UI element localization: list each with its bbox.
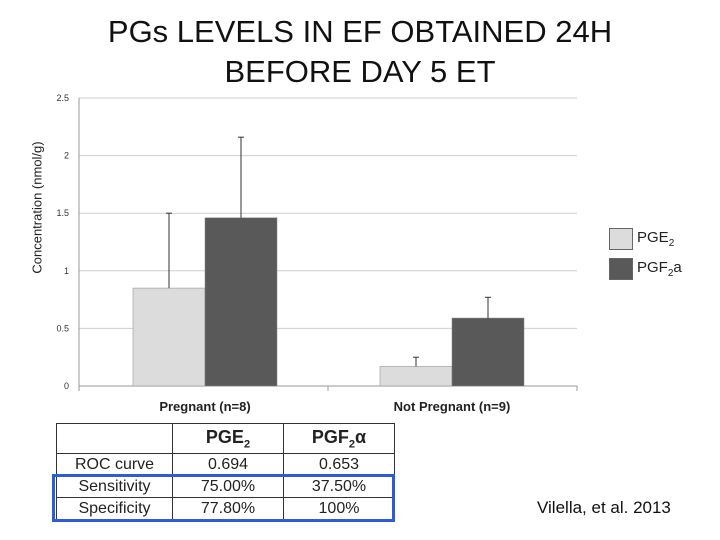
row-label: ROC curve: [56, 453, 173, 476]
table-header-empty: [56, 423, 173, 454]
bar-pge2: [132, 287, 206, 387]
citation: Vilella, et al. 2013: [537, 498, 671, 517]
legend-item-pge2: PGE2: [609, 227, 682, 251]
bar-chart: 0 0.5 1 1.5 2 2.5 Pregnant (n=8) Not Pregnant (…: [56, 93, 578, 414]
legend-swatch-pge2: [609, 228, 633, 250]
page-title: PGs LEVELS IN EF OBTAINED 24H BEFORE DAY…: [40, 12, 680, 92]
y-axis-label: Concentration (nmol/g): [29, 141, 45, 274]
cell-pgf2a: 0.653: [283, 453, 395, 476]
y-tick-label: 2: [64, 151, 69, 161]
x-tick-label: Pregnant (n=8): [159, 399, 250, 414]
y-tick-label: 0.5: [56, 323, 69, 333]
bar-pgf2a: [451, 317, 525, 387]
table-header-pge2: PGE2: [172, 423, 284, 454]
table-header-row: PGE2 PGF2α: [56, 423, 395, 454]
highlight-box: [52, 474, 395, 522]
y-tick-label: 1.5: [56, 208, 69, 218]
legend-item-pgf2a: PGF2a: [609, 257, 682, 281]
table-header-pgf2a: PGF2α: [283, 423, 395, 454]
cell-pge2: 0.694: [172, 453, 284, 476]
title-line-1: PGs LEVELS IN EF OBTAINED 24H: [107, 14, 613, 49]
x-tick-label: Not Pregnant (n=9): [394, 399, 511, 414]
title-line-2: BEFORE DAY 5 ET: [224, 54, 496, 89]
bar-pge2: [379, 366, 453, 387]
legend-swatch-pgf2a: [609, 258, 633, 280]
y-tick-label: 2.5: [56, 93, 69, 103]
y-tick-label: 0: [64, 381, 69, 391]
legend: PGE2 PGF2a: [609, 227, 682, 287]
y-tick-label: 1: [64, 266, 69, 276]
bar-pgf2a: [204, 217, 278, 387]
table-row: ROC curve 0.694 0.653: [56, 453, 395, 476]
cell-pgf2a: 100%: [283, 497, 395, 520]
legend-label-pge2: PGE2: [637, 229, 675, 249]
legend-label-pgf2a: PGF2a: [637, 259, 682, 279]
